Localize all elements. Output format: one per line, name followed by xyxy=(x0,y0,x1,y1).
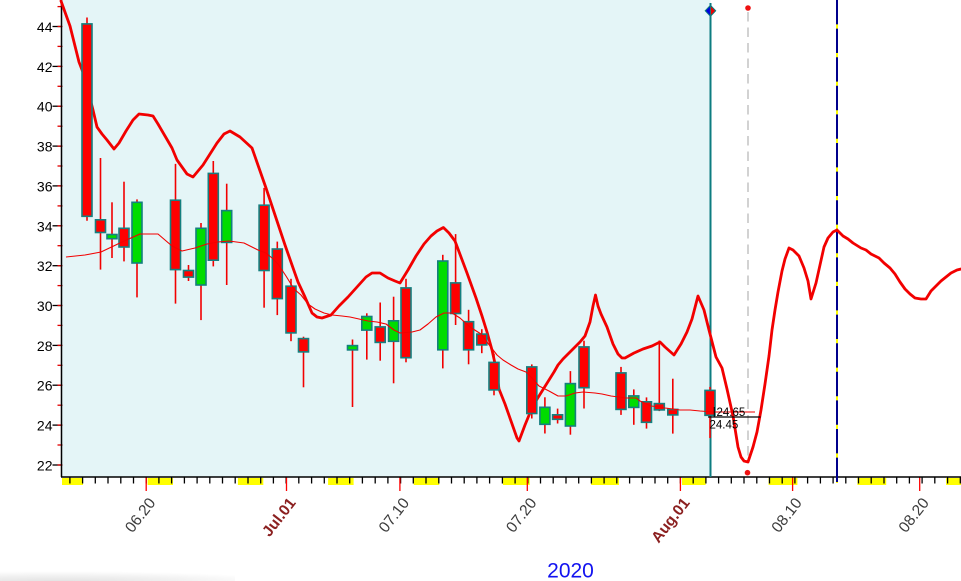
svg-text:38: 38 xyxy=(37,139,53,155)
svg-text:22: 22 xyxy=(37,458,53,474)
svg-text:Aug.01: Aug.01 xyxy=(648,495,693,546)
svg-text:40: 40 xyxy=(37,99,53,115)
svg-text:30: 30 xyxy=(37,298,53,314)
svg-text:42: 42 xyxy=(37,59,53,75)
svg-text:24: 24 xyxy=(37,418,53,434)
svg-text:08.20: 08.20 xyxy=(896,495,934,536)
svg-text:08.10: 08.10 xyxy=(768,495,806,536)
svg-text:26: 26 xyxy=(37,378,53,394)
svg-text:06.20: 06.20 xyxy=(122,495,160,536)
svg-text:07.20: 07.20 xyxy=(503,495,541,536)
svg-text:Jul.01: Jul.01 xyxy=(259,495,300,540)
svg-text:28: 28 xyxy=(37,338,53,354)
svg-text:24.45: 24.45 xyxy=(710,420,739,432)
svg-text:2020: 2020 xyxy=(547,560,594,581)
svg-text:34: 34 xyxy=(37,218,53,234)
svg-text:44: 44 xyxy=(37,19,53,35)
svg-text:07.10: 07.10 xyxy=(376,495,414,536)
svg-text:24.65: 24.65 xyxy=(717,407,746,419)
svg-text:36: 36 xyxy=(37,178,53,194)
svg-text:32: 32 xyxy=(37,258,53,274)
